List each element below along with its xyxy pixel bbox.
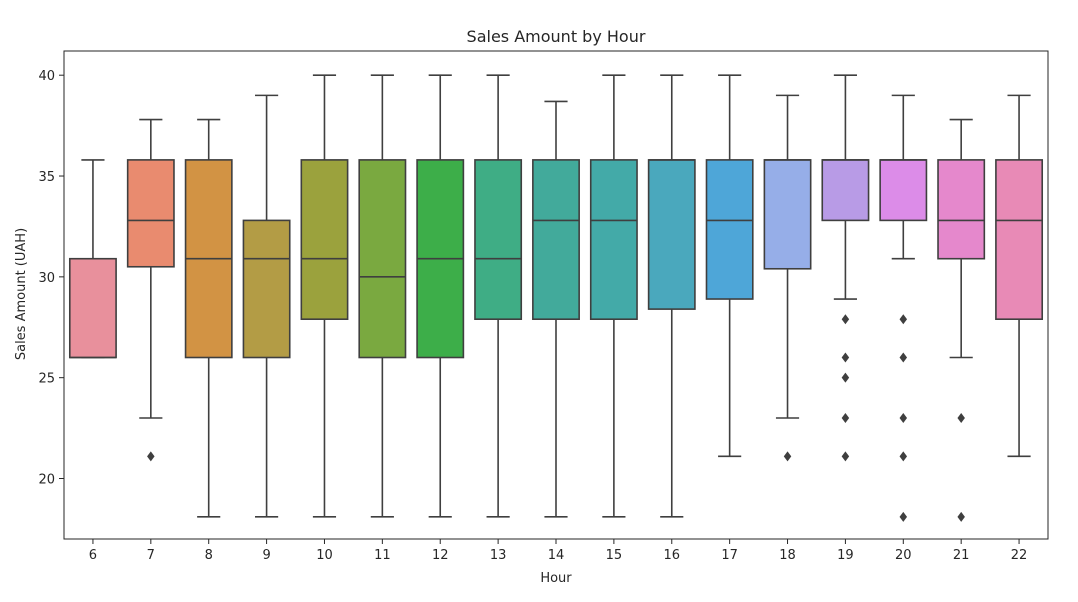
x-tick-label: 8 <box>205 548 213 563</box>
outlier-point <box>899 314 908 325</box>
box-17 <box>705 159 754 300</box>
outlier-point <box>899 352 908 363</box>
box-6 <box>68 257 117 359</box>
x-tick-label: 10 <box>316 548 333 563</box>
y-axis-label: Sales Amount (UAH) <box>14 228 29 360</box>
x-tick-label: 22 <box>1011 548 1028 563</box>
outlier-point <box>899 413 908 424</box>
x-tick-label: 9 <box>262 548 270 563</box>
x-tick-label: 11 <box>374 548 391 563</box>
x-axis-label: Hour <box>540 571 572 586</box>
outlier-point <box>841 413 850 424</box>
outlier-point <box>841 372 850 383</box>
outlier-point <box>841 352 850 363</box>
outlier-point <box>957 413 965 424</box>
outlier-point <box>147 451 155 462</box>
box-19 <box>821 159 870 222</box>
x-tick-label: 12 <box>432 548 449 563</box>
plot-area: 20 25 30 35 40 6 7 8 9 10 11 12 13 14 15 16 17 18 19 20 21 22 <box>38 69 1044 563</box>
x-tick-label: 19 <box>837 548 854 563</box>
box-7 <box>126 159 175 268</box>
outlier-point <box>841 451 850 462</box>
x-tick-label: 14 <box>548 548 565 563</box>
x-tick-label: 13 <box>490 548 507 563</box>
x-tick-label: 6 <box>89 548 97 563</box>
box-16 <box>647 159 696 310</box>
x-tick-label: 16 <box>663 548 680 563</box>
outlier-point <box>957 511 965 522</box>
x-tick-label: 21 <box>953 548 970 563</box>
box-10 <box>300 159 349 320</box>
box-21 <box>937 159 986 260</box>
box-20 <box>879 159 928 222</box>
outlier-point <box>899 451 908 462</box>
chart-title: Sales Amount by Hour <box>467 27 646 46</box>
outlier-point <box>899 511 908 522</box>
x-tick-label: 20 <box>895 548 912 563</box>
box-13 <box>474 159 523 320</box>
x-tick-label: 7 <box>147 548 155 563</box>
y-tick-label: 35 <box>38 170 55 185</box>
y-tick-label: 25 <box>38 372 55 387</box>
y-tick-label: 20 <box>38 473 55 488</box>
outlier-point <box>841 314 850 325</box>
box-22 <box>995 159 1044 320</box>
box-11 <box>358 159 407 359</box>
box-9 <box>242 219 291 359</box>
box-14 <box>532 159 580 320</box>
box-15 <box>589 159 638 320</box>
x-tick-label: 15 <box>606 548 623 563</box>
x-tick-label: 17 <box>721 548 738 563</box>
y-tick-label: 30 <box>38 271 55 286</box>
plot-frame <box>63 50 1049 540</box>
x-tick-label: 18 <box>779 548 796 563</box>
box-18 <box>763 159 812 270</box>
outlier-point <box>783 451 792 462</box>
y-tick-label: 40 <box>38 69 55 84</box>
